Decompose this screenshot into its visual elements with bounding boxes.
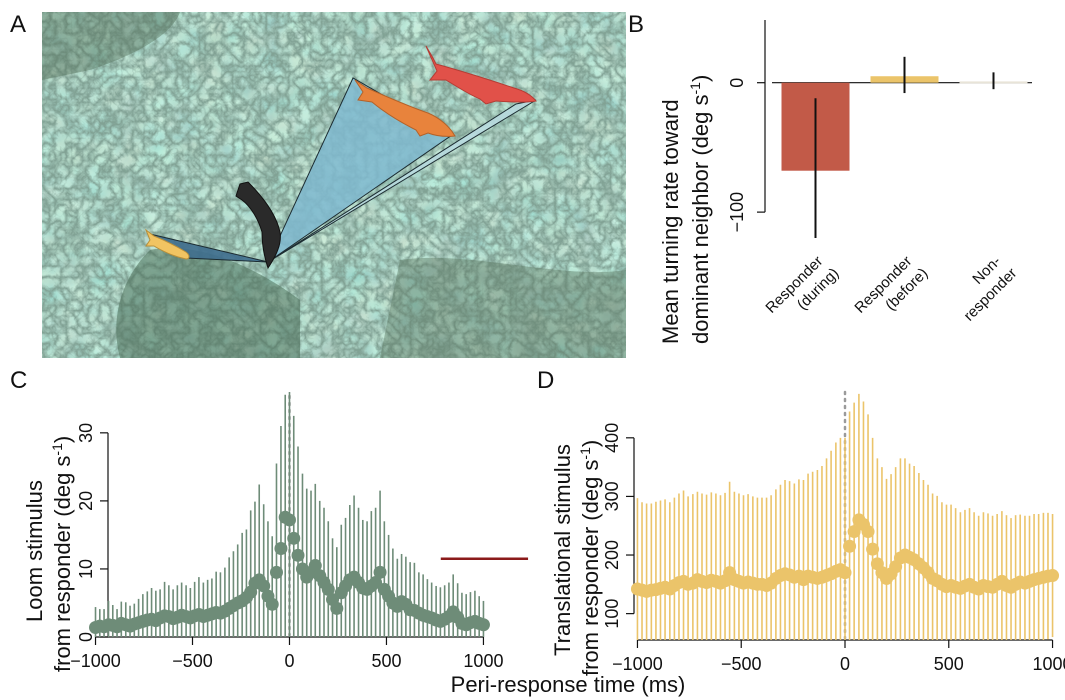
c-y-tick-label: 0 bbox=[76, 632, 96, 642]
c-x-tick-label: 1000 bbox=[463, 651, 503, 671]
panel-c: C Loom stimulus from responder (deg s-1)… bbox=[10, 367, 529, 672]
b-y-tick-label: 0 bbox=[727, 78, 747, 88]
d-y-tick-label: 200 bbox=[602, 540, 622, 570]
d-ylabel-line1: Translational stimulus bbox=[550, 444, 575, 656]
c-data-point bbox=[321, 582, 335, 596]
c-y-tick-label: 20 bbox=[76, 491, 96, 511]
d-ylabel: Translational stimulus from responder (d… bbox=[550, 438, 603, 676]
c-data-point bbox=[265, 597, 279, 611]
panel-b: B Mean turning rate toward dominant neig… bbox=[628, 11, 1032, 344]
c-ylabel-line1: Loom stimulus bbox=[22, 480, 47, 622]
fish-black-icon bbox=[235, 181, 281, 270]
c-y-tick-label: 10 bbox=[76, 559, 96, 579]
shared-x-axis-label: Peri-response time (ms) bbox=[451, 672, 686, 697]
b-ylabel-close: ) bbox=[688, 75, 713, 82]
c-x-tick-label: −1000 bbox=[70, 651, 121, 671]
d-ylabel-line2: from responder (deg s bbox=[578, 460, 603, 676]
d-y-tick-label: 100 bbox=[602, 599, 622, 629]
fish-red-icon bbox=[425, 45, 537, 105]
c-data-point bbox=[274, 542, 288, 556]
c-ylabel-line2: from responder (deg s bbox=[50, 456, 75, 672]
panel-letter-a: A bbox=[10, 11, 26, 38]
c-data-point bbox=[257, 579, 271, 593]
c-data-point bbox=[282, 513, 296, 527]
b-ylabel-exponent: -1 bbox=[687, 82, 703, 95]
c-data-point bbox=[330, 601, 344, 615]
c-data-point bbox=[373, 565, 387, 579]
d-x-tick-label: 0 bbox=[840, 654, 850, 674]
panel-a: A bbox=[10, 11, 626, 358]
d-y-tick-label: 400 bbox=[602, 423, 622, 453]
c-x-tick-label: 500 bbox=[371, 651, 401, 671]
b-ylabel-line1: Mean turning rate toward bbox=[658, 99, 683, 344]
d-ylabel-exponent: -1 bbox=[577, 447, 593, 460]
panel-letter-c: C bbox=[10, 367, 27, 394]
c-data-point bbox=[476, 618, 490, 632]
d-ylabel-close: ) bbox=[578, 440, 603, 447]
fish-yellow-icon bbox=[144, 228, 190, 260]
d-x-tick-label: −500 bbox=[721, 654, 762, 674]
c-data-point bbox=[369, 576, 383, 590]
b-ylabel-line2: dominant neighbor (deg s bbox=[688, 95, 713, 345]
c-plot-area: 0 10 20 30 −1000 −500 0 500 1000 bbox=[70, 392, 529, 671]
c-ylabel-close: ) bbox=[50, 436, 75, 443]
d-data-point bbox=[866, 542, 880, 556]
d-data-point bbox=[1046, 569, 1060, 583]
d-x-tick-label: 1000 bbox=[1033, 654, 1065, 674]
d-data-point bbox=[838, 566, 852, 580]
panel-d: D Translational stimulus from responder … bbox=[537, 367, 1065, 676]
c-data-point bbox=[308, 559, 322, 573]
c-data-point bbox=[287, 531, 301, 545]
c-y-tick-label: 30 bbox=[76, 423, 96, 443]
b-ylabel: Mean turning rate toward dominant neighb… bbox=[658, 75, 713, 344]
panel-letter-d: D bbox=[537, 367, 554, 394]
d-data-point bbox=[843, 539, 857, 553]
b-y-tick-label: −100 bbox=[727, 192, 747, 233]
c-x-tick-label: −500 bbox=[172, 651, 213, 671]
c-ylabel-exponent: -1 bbox=[49, 443, 65, 456]
d-plot-area: 100 200 300 400 −1000 −500 0 500 1000 bbox=[602, 390, 1065, 674]
panel-letter-b: B bbox=[628, 11, 644, 38]
reef-photo bbox=[42, 12, 626, 358]
c-data-point bbox=[291, 548, 305, 562]
c-x-tick-label: 0 bbox=[284, 651, 294, 671]
fish-orange-icon bbox=[354, 79, 456, 137]
d-data-point bbox=[861, 525, 875, 539]
d-x-tick-label: 500 bbox=[934, 654, 964, 674]
photo-rock bbox=[380, 257, 626, 358]
photo-dark-patch-top bbox=[42, 12, 180, 80]
c-ylabel: Loom stimulus from responder (deg s-1) bbox=[22, 436, 75, 672]
c-data-point bbox=[269, 565, 283, 579]
d-data-point bbox=[847, 525, 861, 539]
d-y-tick-label: 300 bbox=[602, 481, 622, 511]
photo-dark-patch bbox=[116, 248, 300, 358]
d-x-tick-label: −1000 bbox=[612, 654, 663, 674]
